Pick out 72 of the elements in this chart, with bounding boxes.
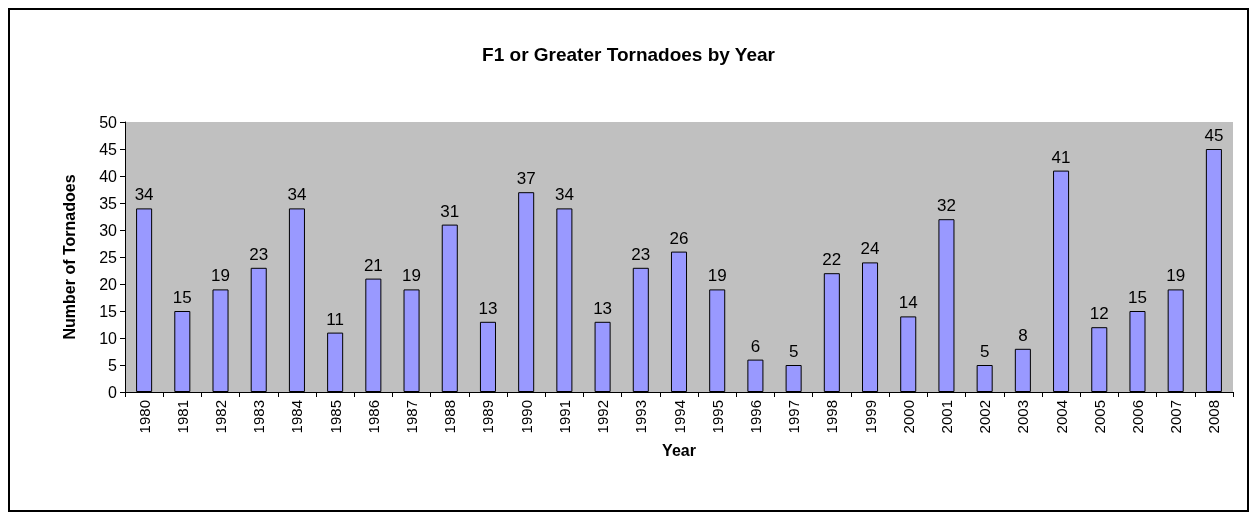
x-tick-label: 2006 — [1128, 400, 1146, 434]
y-tick-label: 45 — [99, 140, 118, 158]
y-tick-label: 10 — [99, 329, 118, 347]
x-tick-label: 1986 — [364, 400, 382, 434]
data-label: 22 — [822, 250, 842, 270]
data-label: 34 — [134, 185, 154, 205]
data-label: 13 — [593, 298, 613, 318]
data-label: 15 — [172, 288, 192, 307]
x-tick-label: 1983 — [250, 400, 268, 434]
y-tick-label: 25 — [99, 248, 118, 266]
data-label: 41 — [1051, 147, 1071, 167]
data-label: 13 — [478, 298, 498, 318]
data-label: 6 — [750, 336, 761, 356]
x-tick-label: 1992 — [594, 400, 612, 434]
x-tick-label: 2008 — [1205, 400, 1223, 434]
data-label: 26 — [669, 228, 689, 248]
y-axis-title: Number of Tornadoes — [60, 174, 78, 340]
x-tick-label: 1982 — [212, 400, 230, 434]
data-label: 24 — [860, 239, 880, 259]
x-tick-label: 1984 — [288, 400, 306, 434]
data-label: 23 — [631, 244, 651, 264]
y-tick-label: 50 — [99, 113, 118, 131]
x-tick-label: 2005 — [1090, 400, 1108, 434]
x-tick-label: 2007 — [1167, 400, 1185, 434]
y-tick-label: 15 — [99, 302, 118, 320]
x-tick-label: 1981 — [173, 400, 191, 434]
x-tick-label: 1980 — [135, 400, 153, 434]
x-tick-label: 1990 — [517, 400, 535, 434]
data-label: 34 — [287, 185, 307, 205]
x-axis-title: Year — [662, 441, 696, 459]
x-tick-label: 1994 — [670, 400, 688, 434]
x-tick-label: 1995 — [708, 400, 726, 434]
data-label: 8 — [1018, 325, 1028, 345]
x-tick-label: 1993 — [632, 400, 650, 434]
x-tick-label: 2001 — [937, 400, 955, 434]
data-label: 31 — [440, 201, 460, 221]
y-tick-label: 40 — [99, 167, 118, 185]
y-tick-label: 35 — [99, 194, 118, 212]
data-label: 5 — [788, 342, 799, 361]
data-label: 23 — [249, 244, 269, 264]
x-tick-label: 1999 — [861, 400, 879, 434]
data-label: 21 — [363, 255, 383, 275]
x-tick-label: 1997 — [785, 400, 803, 434]
data-label: 34 — [554, 185, 574, 205]
data-label: 19 — [707, 266, 727, 286]
data-label: 14 — [898, 293, 918, 313]
data-label: 12 — [1089, 304, 1109, 324]
y-tick-label: 20 — [99, 275, 118, 293]
x-tick-label: 2003 — [1014, 400, 1032, 434]
x-tick-label: 1996 — [746, 400, 764, 434]
x-tick-label: 1991 — [555, 400, 573, 434]
x-tick-label: 2004 — [1052, 400, 1070, 434]
data-label: 37 — [516, 169, 536, 189]
data-label: 19 — [402, 266, 422, 286]
x-tick-label: 1998 — [823, 400, 841, 434]
x-tick-label: 2000 — [899, 400, 917, 434]
data-label: 11 — [326, 309, 344, 329]
x-tick-label: 2002 — [976, 400, 994, 434]
x-tick-label: 1989 — [479, 400, 497, 434]
y-tick-label: 0 — [108, 383, 118, 401]
data-label: 19 — [1166, 266, 1186, 286]
data-label: 32 — [936, 196, 956, 216]
x-tick-label: 1987 — [403, 400, 421, 434]
data-label: 15 — [1128, 288, 1147, 307]
y-tick-label: 30 — [99, 221, 118, 239]
y-tick-label: 5 — [108, 356, 118, 374]
data-label: 45 — [1204, 126, 1224, 145]
x-tick-label: 1988 — [441, 400, 459, 434]
data-label: 19 — [211, 266, 230, 286]
data-label: 5 — [979, 342, 990, 361]
x-tick-label: 1985 — [326, 400, 344, 434]
chart-title: F1 or Greater Tornadoes by Year — [482, 44, 776, 65]
